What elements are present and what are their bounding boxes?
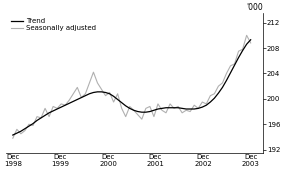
Legend: Trend, Seasonally adjusted: Trend, Seasonally adjusted	[9, 16, 97, 32]
Text: '000: '000	[246, 3, 263, 12]
